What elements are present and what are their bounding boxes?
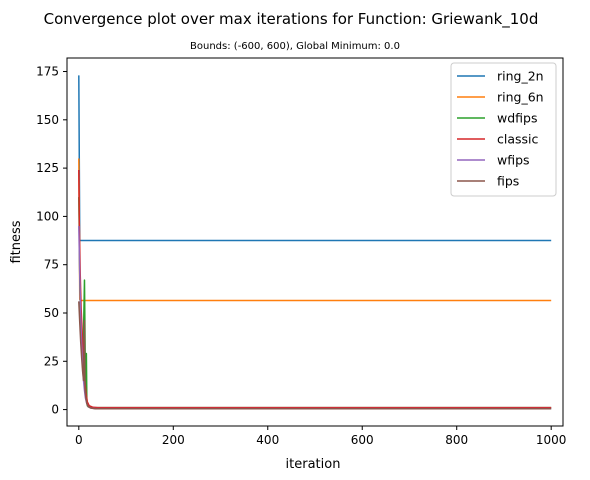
legend-label: classic xyxy=(497,132,539,147)
y-tick-label: 175 xyxy=(36,65,59,79)
x-tick-label: 400 xyxy=(256,433,279,447)
plot-frame xyxy=(66,57,564,427)
x-axis-label: iteration xyxy=(286,457,341,472)
y-tick-label: 75 xyxy=(44,258,59,272)
legend-label: fips xyxy=(497,174,519,189)
legend-label: wfips xyxy=(497,153,530,168)
x-tick-label: 1000 xyxy=(536,433,567,447)
chart-subtitle: Bounds: (-600, 600), Global Minimum: 0.0 xyxy=(190,41,400,52)
series-line-wfips xyxy=(78,226,552,410)
x-tick-label: 200 xyxy=(162,433,185,447)
y-tick-label: 100 xyxy=(36,209,59,223)
y-tick-label: 0 xyxy=(51,403,59,417)
x-axis: 0 200 400 600 800 1000 xyxy=(75,426,566,447)
y-tick-label: 25 xyxy=(44,354,59,368)
x-tick-label: 800 xyxy=(445,433,468,447)
y-tick-label: 125 xyxy=(36,161,59,175)
legend-label: ring_2n xyxy=(497,69,544,84)
series-line-classic xyxy=(78,170,552,409)
chart-title: Convergence plot over max iterations for… xyxy=(44,10,539,29)
legend-label: ring_6n xyxy=(497,90,544,105)
y-tick-label: 150 xyxy=(36,113,59,127)
x-tick-label: 0 xyxy=(75,433,83,447)
plot-lines xyxy=(78,75,552,410)
series-line-fips xyxy=(78,301,552,410)
series-line-wdfips xyxy=(78,197,552,409)
x-tick-label: 600 xyxy=(351,433,374,447)
y-axis: 0 25 50 75 100 125 150 175 xyxy=(36,65,67,417)
y-tick-label: 50 xyxy=(44,306,59,320)
legend-label: wdfips xyxy=(497,111,537,126)
y-axis-label: fitness xyxy=(9,220,24,263)
